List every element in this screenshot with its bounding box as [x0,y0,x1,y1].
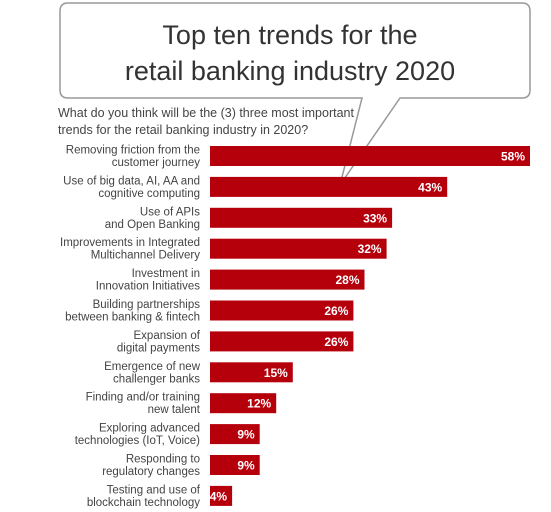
category-label-7-line-1: Expansion of [134,330,201,342]
category-label-5-line-1: Investment in [132,268,200,280]
category-label-2-line-1: Use of big data, AI, AA and [63,175,200,187]
category-label-8-line-1: Emergence of new [104,361,201,373]
category-label-4-line-1: Improvements in Integrated [60,237,200,249]
data-label-1: 58% [501,150,525,164]
category-label-4-line-2: Multichannel Delivery [91,250,201,262]
category-label-9-line-1: Finding and/or training [86,392,200,404]
chart-title-line-1: Top ten trends for the [162,20,417,50]
bar-11 [210,455,260,475]
data-label-11: 9% [237,459,255,473]
category-label-3-line-2: and Open Banking [105,219,200,231]
category-label-8-line-2: challenger banks [113,373,200,385]
bar-1 [210,146,530,166]
chart-title-line-2: retail banking industry 2020 [125,56,455,86]
data-label-4: 32% [358,242,382,256]
bar-9 [210,393,277,414]
category-label-11-line-2: regulatory changes [102,466,200,478]
title-callout-bubble [59,2,531,186]
bar-6 [210,300,354,321]
category-label-6-line-2: between banking & fintech [65,312,200,324]
category-label-5-line-2: Innovation Initiatives [96,281,200,293]
data-label-8: 15% [264,366,288,380]
question-line-1: What do you think will be the (3) three … [58,106,354,120]
category-label-10-line-1: Exploring advanced [99,423,200,435]
category-label-10-line-2: technologies (IoT, Voice) [75,435,200,447]
bar-3 [210,207,393,228]
category-label-3-line-1: Use of APIs [140,206,200,218]
data-label-2: 43% [418,180,442,194]
bar-4 [210,238,387,259]
data-label-12: 4% [210,489,228,503]
data-label-3: 33% [363,211,387,225]
bar-7 [210,331,354,352]
bar-10 [210,424,260,445]
category-label-7-line-2: digital payments [117,342,200,354]
category-label-12-line-2: blockchain technology [87,497,200,509]
category-label-1-line-1: Removing friction from the [66,145,200,157]
data-label-10: 9% [237,428,255,442]
category-label-11-line-1: Responding to [126,454,200,466]
bar-2 [210,176,448,197]
question-line-2: trends for the retail banking industry i… [58,123,308,137]
category-label-2-line-2: cognitive computing [98,188,200,200]
data-label-5: 28% [335,273,359,287]
bar-8 [210,362,293,383]
category-label-1-line-2: customer journey [112,157,200,169]
bar-12 [210,485,233,506]
data-label-9: 12% [247,397,271,411]
data-label-6: 26% [324,304,348,318]
data-label-7: 26% [324,335,348,349]
category-label-12-line-1: Testing and use of [107,484,201,496]
bar-5 [210,269,365,290]
category-label-9-line-2: new talent [148,404,201,416]
category-label-6-line-1: Building partnerships [93,299,201,311]
